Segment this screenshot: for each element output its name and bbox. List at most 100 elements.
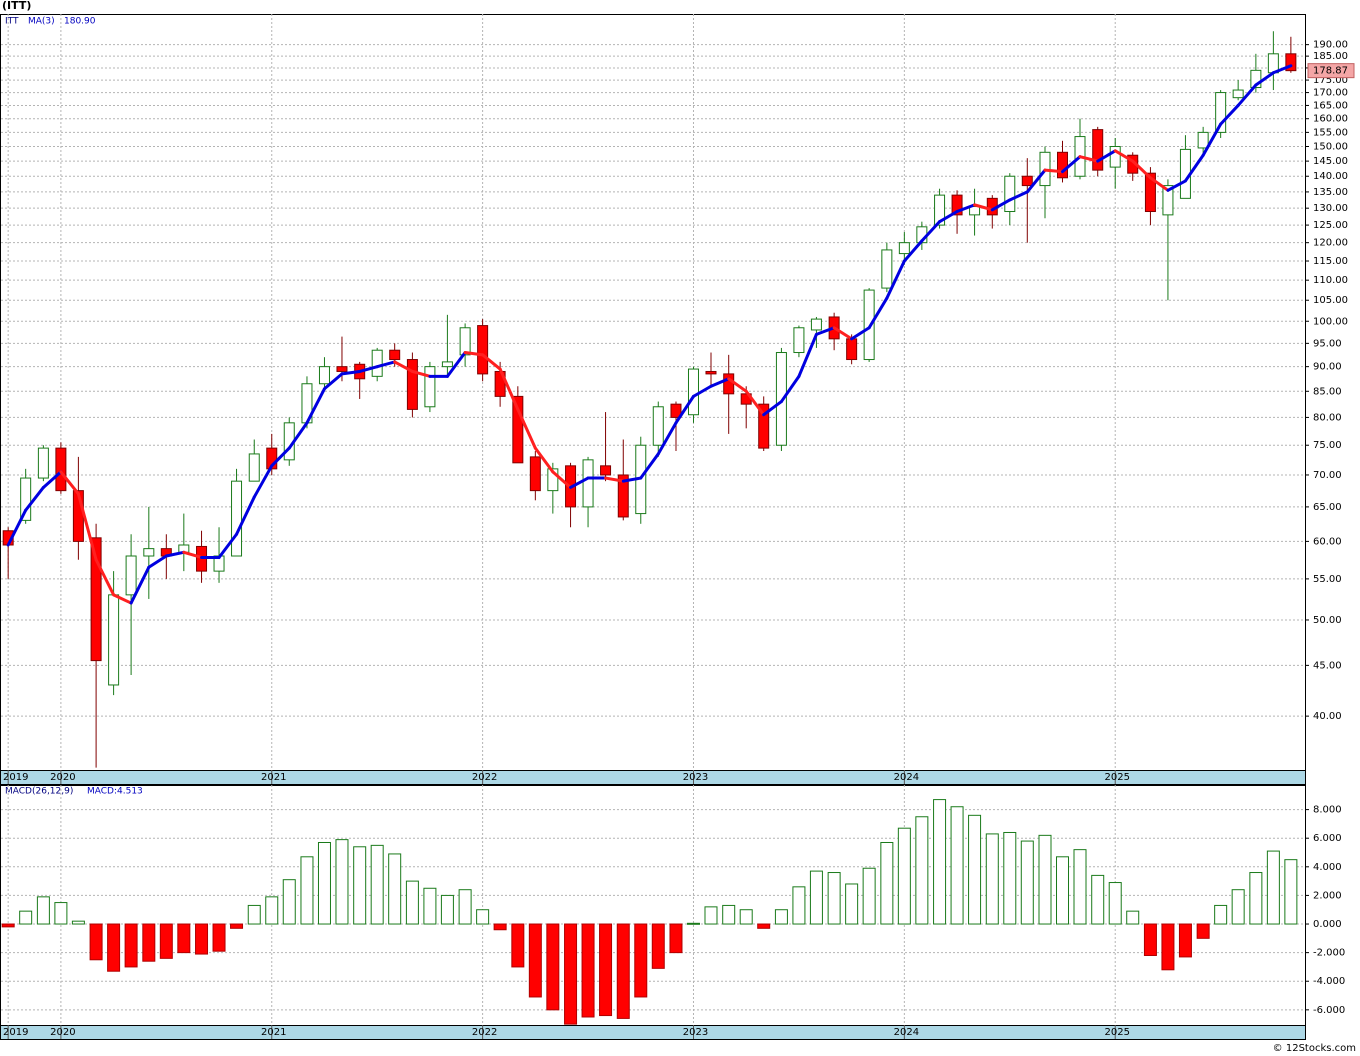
ma-line bbox=[621, 476, 643, 483]
candle-body bbox=[406, 359, 418, 410]
macd-bar bbox=[809, 870, 823, 925]
candle-body bbox=[371, 349, 383, 377]
macd-bar bbox=[564, 923, 578, 1025]
candle-body bbox=[1021, 175, 1033, 187]
x-tick-label: 2025 bbox=[1104, 772, 1129, 783]
ma-line bbox=[516, 407, 537, 450]
ma-line bbox=[1061, 155, 1082, 174]
ma-line bbox=[287, 421, 309, 450]
x-tick-label: 2025 bbox=[1104, 1027, 1129, 1038]
macd-bar bbox=[1126, 910, 1140, 925]
ma-line bbox=[1096, 149, 1117, 163]
legend-ma: MA(3) bbox=[28, 17, 55, 27]
ma-line bbox=[814, 326, 836, 336]
ma-line bbox=[94, 558, 116, 597]
candle-body bbox=[1092, 129, 1104, 171]
ma-line bbox=[656, 421, 678, 456]
macd-bar bbox=[739, 909, 753, 925]
macd-bar bbox=[599, 923, 613, 1017]
macd-bar bbox=[71, 920, 85, 925]
candle-body bbox=[758, 403, 770, 449]
legend-symbol: ITT bbox=[5, 17, 19, 27]
ma-line bbox=[463, 351, 485, 357]
ma-line bbox=[674, 394, 695, 425]
ma-line bbox=[797, 332, 818, 378]
candle-body bbox=[705, 370, 717, 375]
ma-line bbox=[182, 550, 204, 559]
ma-line bbox=[340, 369, 362, 376]
ma-line bbox=[938, 210, 959, 224]
y-tick-label: 190.00 bbox=[1313, 40, 1348, 51]
candle-body bbox=[1004, 175, 1016, 213]
y-tick-label: 105.00 bbox=[1313, 295, 1348, 306]
ma-line bbox=[129, 565, 151, 605]
ma-line bbox=[305, 387, 326, 425]
macd-value: MACD:4.513 bbox=[87, 787, 143, 797]
legend-ma-value: 180.90 bbox=[64, 17, 96, 27]
macd-bar bbox=[845, 883, 859, 925]
last-price-label: 178.87 bbox=[1313, 66, 1348, 77]
ma-line bbox=[164, 550, 186, 558]
candle-body bbox=[547, 468, 559, 492]
macd-bar bbox=[476, 909, 490, 925]
candle-body bbox=[670, 403, 682, 418]
y-tick-label: 60.00 bbox=[1313, 536, 1342, 547]
candle-body bbox=[723, 373, 735, 395]
y-tick-label: 40.00 bbox=[1313, 711, 1342, 722]
ma-line bbox=[1148, 176, 1170, 192]
candle-body bbox=[108, 594, 120, 686]
candle-body bbox=[90, 537, 102, 662]
candle-body bbox=[20, 477, 32, 521]
ma-line bbox=[691, 384, 713, 398]
macd-bar bbox=[1266, 850, 1280, 925]
candle-body bbox=[1215, 92, 1227, 133]
ma-line bbox=[76, 492, 98, 562]
last-price-box bbox=[1307, 63, 1355, 79]
x-axis-band bbox=[0, 770, 1306, 785]
candle-body bbox=[477, 325, 489, 375]
candle-body bbox=[934, 194, 946, 226]
ma-line bbox=[727, 377, 748, 393]
y-tick-label: 145.00 bbox=[1313, 156, 1348, 167]
candle-body bbox=[512, 395, 524, 464]
macd-bar bbox=[634, 923, 648, 998]
ma-line bbox=[322, 372, 344, 391]
candle-body bbox=[1197, 131, 1209, 149]
y-tick-label: -4.000 bbox=[1313, 976, 1345, 987]
y-tick-label: 185.00 bbox=[1313, 51, 1348, 62]
macd-bar bbox=[722, 904, 736, 925]
ma-line bbox=[990, 198, 1012, 212]
macd-title: MACD(26,12,9) bbox=[5, 787, 73, 797]
candle-body bbox=[863, 289, 875, 361]
macd-bar bbox=[212, 923, 226, 952]
macd-bar bbox=[247, 904, 261, 925]
x-tick-label: 2022 bbox=[472, 1027, 497, 1038]
candle-body bbox=[248, 453, 260, 482]
macd-bar bbox=[159, 923, 173, 959]
candle-body bbox=[810, 318, 822, 331]
y-tick-label: 75.00 bbox=[1313, 440, 1342, 451]
y-tick-label: 115.00 bbox=[1313, 256, 1348, 267]
y-tick-label: 65.00 bbox=[1313, 502, 1342, 513]
macd-bar bbox=[669, 923, 683, 954]
macd-bar bbox=[493, 923, 507, 931]
candle-body bbox=[1057, 151, 1069, 179]
macd-bar bbox=[1178, 923, 1192, 958]
candle-body bbox=[529, 456, 541, 492]
x-tick-label: 2024 bbox=[894, 1027, 919, 1038]
x-axis-band bbox=[0, 1025, 1306, 1040]
x-tick-label: 2022 bbox=[472, 772, 497, 783]
ma-line bbox=[112, 593, 133, 605]
chart-title: (ITT) bbox=[2, 0, 31, 12]
macd-bar bbox=[933, 799, 947, 925]
y-tick-label: 150.00 bbox=[1313, 142, 1348, 153]
y-tick-label: 70.00 bbox=[1313, 470, 1342, 481]
x-tick-label: 2024 bbox=[894, 772, 919, 783]
ma-line bbox=[1131, 159, 1152, 180]
macd-bar bbox=[1073, 849, 1087, 925]
macd-bar bbox=[124, 923, 138, 968]
ma-line bbox=[147, 554, 168, 569]
candle-body bbox=[125, 555, 137, 596]
candle-body bbox=[600, 465, 612, 476]
x-tick-label: 2023 bbox=[683, 1027, 708, 1038]
